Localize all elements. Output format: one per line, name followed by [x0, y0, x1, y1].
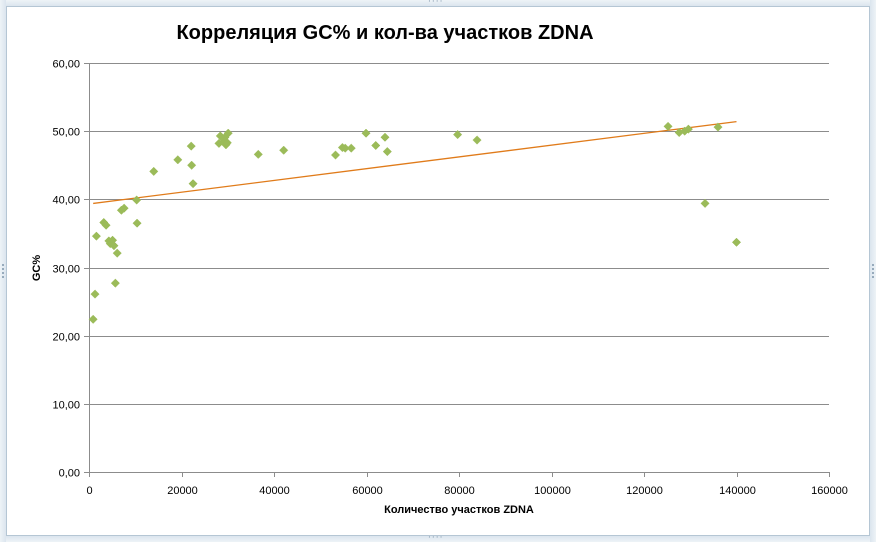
- data-point[interactable]: [223, 128, 233, 138]
- x-tick-label: 140000: [719, 485, 756, 497]
- y-axis-title[interactable]: GC%: [31, 255, 43, 282]
- data-point[interactable]: [700, 198, 710, 208]
- resize-handle-bottom[interactable]: ····: [428, 533, 444, 543]
- axes: [84, 63, 830, 477]
- data-point[interactable]: [101, 220, 111, 230]
- chart-frame-top-edge[interactable]: [0, 0, 876, 6]
- data-point[interactable]: [132, 218, 142, 228]
- x-axis-tick-labels: 0 20000 40000 60000 80000 100000 120000 140000 1…: [86, 485, 847, 497]
- data-point[interactable]: [683, 124, 693, 134]
- data-point[interactable]: [91, 231, 101, 241]
- chart-title[interactable]: Корреляция GC% и кол-ва участков ZDNA: [176, 22, 594, 44]
- data-point[interactable]: [663, 121, 673, 131]
- data-point[interactable]: [149, 166, 159, 176]
- data-point[interactable]: [382, 147, 392, 157]
- data-point[interactable]: [361, 128, 371, 138]
- data-point[interactable]: [109, 241, 119, 251]
- data-point[interactable]: [472, 135, 482, 145]
- y-tick-label: 0,00: [59, 468, 80, 480]
- data-point[interactable]: [340, 143, 350, 153]
- data-point[interactable]: [186, 141, 196, 151]
- data-point[interactable]: [380, 132, 390, 142]
- x-tick-label: 60000: [352, 485, 383, 497]
- data-point[interactable]: [713, 122, 723, 132]
- chart-frame-right-edge[interactable]: [870, 0, 876, 542]
- data-point[interactable]: [110, 278, 120, 288]
- data-series[interactable]: [88, 121, 742, 324]
- resize-handle-right[interactable]: [870, 262, 876, 280]
- data-point[interactable]: [188, 179, 198, 189]
- data-point[interactable]: [330, 150, 341, 160]
- x-tick-label: 80000: [444, 485, 475, 497]
- chart-frame-left-edge[interactable]: [0, 0, 6, 542]
- data-point[interactable]: [88, 314, 98, 324]
- x-tick-label: 40000: [259, 485, 290, 497]
- data-point[interactable]: [112, 248, 122, 258]
- chart-frame-bottom-edge[interactable]: [0, 536, 876, 542]
- x-tick-label: 120000: [626, 485, 663, 497]
- y-axis-tick-labels: 0,00 10,00 20,00 30,00 40,00 50,00 60,00: [52, 59, 80, 480]
- data-point[interactable]: [346, 143, 356, 153]
- x-tick-label: 0: [86, 485, 92, 497]
- data-point[interactable]: [90, 289, 100, 299]
- data-point[interactable]: [731, 237, 742, 247]
- data-point[interactable]: [371, 140, 381, 151]
- data-point[interactable]: [187, 160, 197, 170]
- y-tick-label: 40,00: [52, 195, 80, 207]
- data-point[interactable]: [453, 130, 463, 140]
- x-axis-title[interactable]: Количество участков ZDNA: [384, 504, 534, 516]
- resize-handle-left[interactable]: [0, 262, 6, 280]
- y-tick-label: 20,00: [52, 332, 80, 344]
- trendline-layer: [93, 120, 737, 205]
- chart-area-border: [6, 6, 870, 536]
- data-point[interactable]: [132, 195, 142, 205]
- data-point[interactable]: [173, 155, 183, 165]
- data-point[interactable]: [222, 138, 232, 148]
- y-tick-label: 30,00: [52, 264, 80, 276]
- trendline[interactable]: [93, 120, 737, 205]
- data-point[interactable]: [253, 149, 263, 159]
- y-tick-label: 50,00: [52, 127, 80, 139]
- y-tick-label: 60,00: [52, 59, 80, 71]
- resize-handle-top[interactable]: ····: [428, 0, 444, 7]
- x-tick-label: 160000: [811, 485, 848, 497]
- gridlines: [89, 63, 829, 405]
- y-tick-label: 10,00: [52, 400, 80, 412]
- x-tick-label: 100000: [534, 485, 571, 497]
- data-point[interactable]: [279, 145, 289, 155]
- data-point[interactable]: [119, 203, 129, 213]
- x-tick-label: 20000: [167, 485, 198, 497]
